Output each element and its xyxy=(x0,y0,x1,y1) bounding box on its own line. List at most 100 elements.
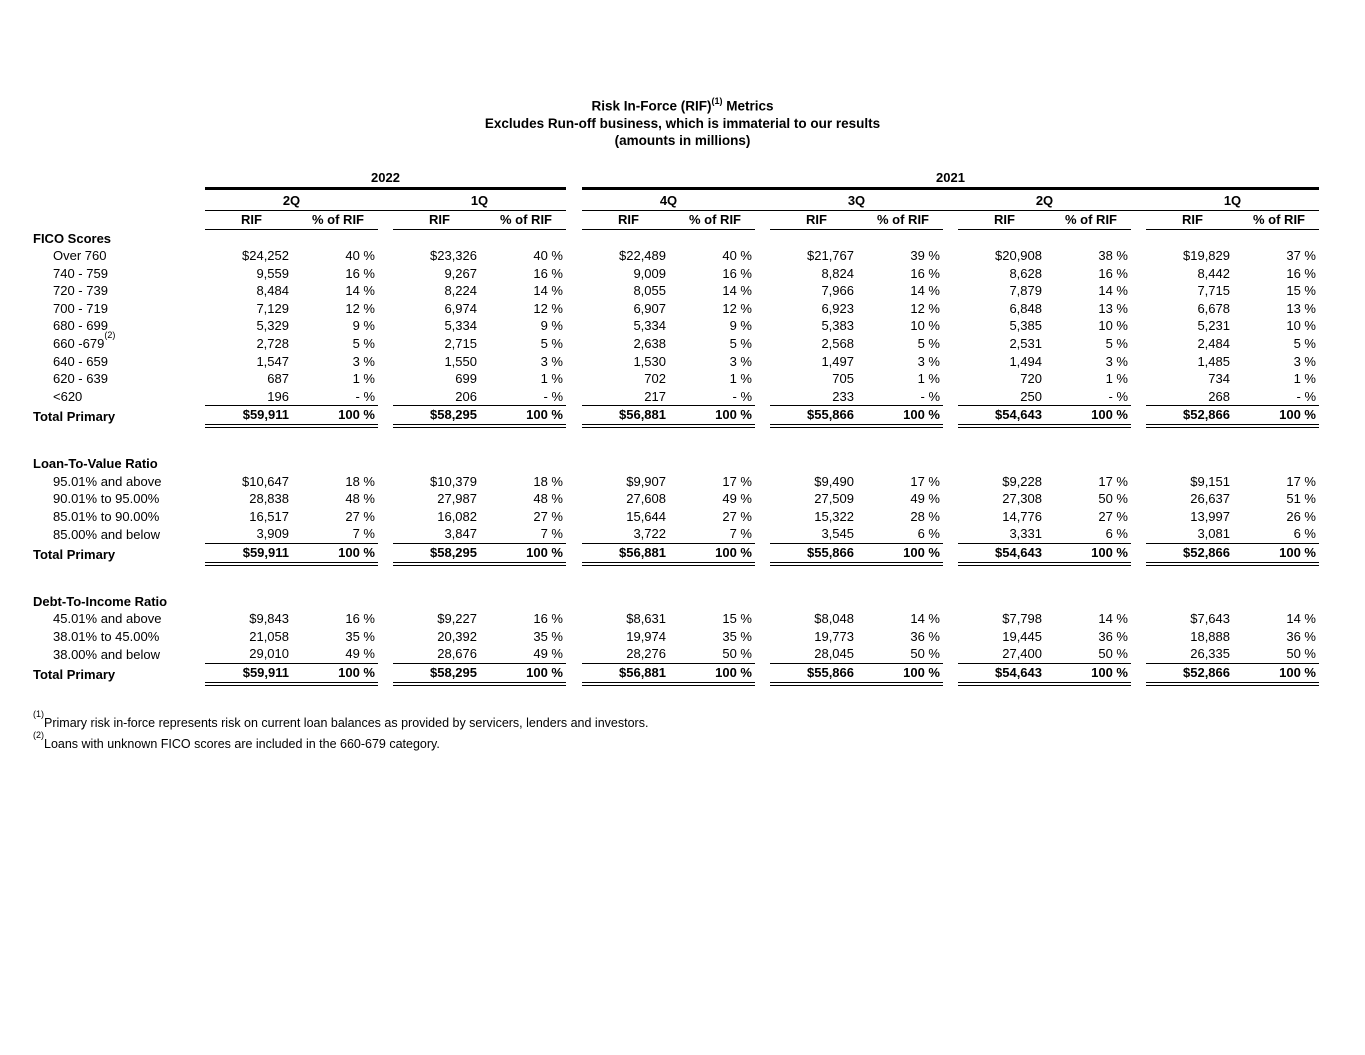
total-pct-cell: 100 % xyxy=(675,543,755,566)
footnote-1-text: Primary risk in-force represents risk on… xyxy=(44,715,649,730)
quarter-gap xyxy=(755,388,770,406)
pct-value-cell: 35 % xyxy=(345,628,375,644)
rif-column-header: RIF xyxy=(770,210,863,230)
pct-value-cell: 1 % xyxy=(1293,371,1316,387)
quarter-gap xyxy=(755,317,770,335)
quarter-gap xyxy=(755,628,770,646)
total-label: Total Primary xyxy=(33,666,116,682)
quarter-gap xyxy=(943,544,958,564)
row-label: 45.01% and above xyxy=(53,611,162,627)
total-rif-cell: $55,866 xyxy=(770,663,863,686)
quarter-gap xyxy=(755,188,770,211)
quarter-gap xyxy=(1131,353,1146,371)
total-rif-cell: $56,881 xyxy=(582,663,675,686)
pct-value-cell: 17 % xyxy=(910,473,940,489)
pct-value-cell: 35 % xyxy=(722,628,752,644)
filler xyxy=(205,593,1319,611)
pct-value-cell: 14 % xyxy=(345,283,375,299)
pct-value-cell: 50 % xyxy=(863,645,943,664)
rif-value-cell: 19,773 xyxy=(814,628,854,644)
rif-value-cell: 3,909 xyxy=(205,525,298,545)
pct-value-cell: 50 % xyxy=(1051,645,1131,664)
rif-value-cell: 13,997 xyxy=(1190,508,1230,524)
rif-value-cell: $19,829 xyxy=(1183,248,1230,264)
quarter-gap xyxy=(755,544,770,564)
quarter-gap xyxy=(1131,335,1146,353)
year-gap xyxy=(566,388,582,406)
rif-value-cell: 7,879 xyxy=(1009,283,1042,299)
rif-value-cell: 1,547 xyxy=(256,353,289,369)
pct-value-cell: 14 % xyxy=(1098,611,1128,627)
pct-value-cell: 1 % xyxy=(1105,371,1128,387)
rif-value-cell: 14,776 xyxy=(1002,508,1042,524)
footnote-ref: (2) xyxy=(104,329,116,340)
pct-value-cell: 5 % xyxy=(540,336,563,352)
year-header: 2022 xyxy=(205,164,566,190)
quarter-gap xyxy=(943,508,958,526)
pct-value-cell: 49 % xyxy=(298,645,378,664)
section-gap xyxy=(33,426,1319,455)
total-rif-cell: $58,295 xyxy=(393,663,486,686)
quarter-gap xyxy=(378,247,393,265)
quarter-gap xyxy=(378,210,393,229)
pct-value-cell: 3 % xyxy=(540,353,563,369)
rif-value-cell: $8,631 xyxy=(626,611,666,627)
total-label: Total Primary xyxy=(33,409,116,425)
pct-value-cell: 40 % xyxy=(722,248,752,264)
quarter-gap xyxy=(943,473,958,491)
quarter-gap xyxy=(378,406,393,426)
total-pct-cell: 100 % xyxy=(298,663,378,686)
pct-value-cell: 13 % xyxy=(1098,300,1128,316)
quarter-gap xyxy=(755,645,770,663)
total-rif-cell: $54,643 xyxy=(958,663,1051,686)
rif-value-cell: $9,907 xyxy=(626,473,666,489)
total-label: Total Primary xyxy=(33,547,116,562)
quarter-gap xyxy=(755,610,770,628)
row-label: 660 -679(2) xyxy=(53,329,116,352)
pct-value-cell: - % xyxy=(1239,387,1319,407)
total-pct-cell: 100 % xyxy=(1239,543,1319,566)
pct-value-cell: 6 % xyxy=(863,525,943,545)
rif-value-cell: 250 xyxy=(958,387,1051,407)
pct-value-cell: 10 % xyxy=(1098,318,1128,334)
rif-value-cell: 15,644 xyxy=(626,508,666,524)
quarter-gap xyxy=(755,300,770,318)
pct-value-cell: 14 % xyxy=(722,283,752,299)
rif-column-header: RIF xyxy=(1146,210,1239,230)
pct-value-cell: 3 % xyxy=(729,353,752,369)
page-title-text: Risk In-Force (RIF) xyxy=(591,98,712,114)
pct-value-cell: 7 % xyxy=(486,525,566,545)
rif-value-cell: 3,722 xyxy=(582,525,675,545)
quarter-gap xyxy=(755,247,770,265)
corner-cell xyxy=(33,188,205,210)
rif-value-cell: 8,055 xyxy=(633,283,666,299)
pct-value-cell: 12 % xyxy=(345,300,375,316)
rif-value-cell: $9,227 xyxy=(437,611,477,627)
year-gap xyxy=(566,370,582,388)
units-note: (amounts in millions) xyxy=(614,132,751,148)
rif-value-cell: 6,678 xyxy=(1197,300,1230,316)
rif-value-cell: $10,647 xyxy=(242,473,289,489)
footnote-1: (1)Primary risk in-force represents risk… xyxy=(33,710,1365,730)
rif-value-cell: $10,379 xyxy=(430,473,477,489)
pct-value-cell: 7 % xyxy=(298,525,378,545)
rif-value-cell: 29,010 xyxy=(205,645,298,664)
rif-value-cell: 7,966 xyxy=(821,283,854,299)
page-title-suffix: Metrics xyxy=(722,98,774,114)
total-rif-cell: $58,295 xyxy=(393,543,486,566)
rif-value-cell: 2,568 xyxy=(821,336,854,352)
pct-value-cell: - % xyxy=(1051,387,1131,407)
quarter-gap xyxy=(943,406,958,426)
pct-column-header: % of RIF xyxy=(1239,210,1319,230)
rif-value-cell: 5,385 xyxy=(1009,318,1042,334)
total-pct-cell: 100 % xyxy=(863,405,943,429)
rif-column-header: RIF xyxy=(582,210,675,230)
quarter-gap xyxy=(755,335,770,353)
pct-value-cell: 27 % xyxy=(533,508,563,524)
rif-column-header: RIF xyxy=(393,210,486,230)
quarter-gap xyxy=(943,663,958,683)
rif-value-cell: 5,334 xyxy=(633,318,666,334)
quarter-gap xyxy=(943,645,958,663)
rif-value-cell: $9,490 xyxy=(814,473,854,489)
